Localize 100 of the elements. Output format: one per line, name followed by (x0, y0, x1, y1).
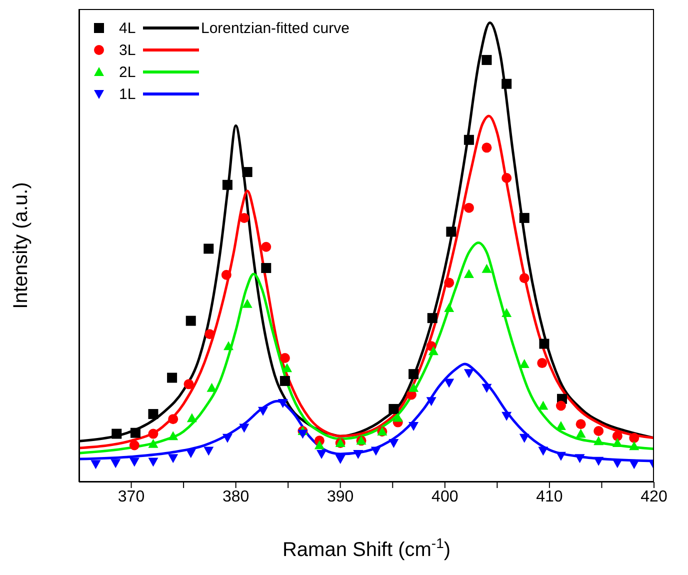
legend-label: 3L (119, 42, 137, 58)
point (427, 313, 438, 324)
x-tick-label: 390 (327, 488, 354, 506)
point (574, 454, 585, 464)
point (148, 458, 158, 467)
point (556, 452, 566, 461)
point (519, 273, 530, 284)
point (502, 172, 512, 183)
point (388, 404, 399, 414)
point (612, 438, 622, 447)
point (482, 264, 492, 273)
point (316, 450, 327, 459)
point (261, 263, 272, 273)
point (278, 399, 288, 408)
legend-label: 2L (119, 64, 137, 80)
point (186, 316, 196, 326)
point (629, 441, 640, 450)
point (556, 400, 566, 411)
point (464, 202, 474, 213)
point (629, 432, 640, 443)
point (206, 382, 217, 392)
point (148, 438, 158, 448)
point (482, 142, 492, 153)
point (482, 54, 492, 65)
point (186, 413, 197, 422)
point (537, 358, 548, 368)
point (242, 167, 252, 178)
x-tick-label: 380 (222, 488, 250, 506)
point (594, 456, 604, 466)
point (168, 431, 178, 440)
point (112, 428, 122, 439)
point (519, 212, 530, 223)
point (204, 446, 214, 456)
point (408, 382, 419, 392)
point (629, 460, 640, 470)
point (314, 440, 324, 450)
point (502, 308, 512, 318)
point (110, 459, 121, 468)
x-tick-label: 400 (432, 488, 458, 506)
point (428, 346, 438, 356)
point (556, 420, 566, 430)
point (519, 434, 530, 443)
point (353, 450, 364, 459)
legend-label: Lorentzian-fitted curve (201, 20, 350, 36)
point (612, 459, 622, 468)
point (129, 458, 140, 467)
point (258, 406, 268, 416)
point (464, 268, 474, 278)
point (444, 302, 454, 312)
point (576, 428, 586, 438)
point (148, 428, 158, 439)
point (261, 242, 272, 252)
point (239, 212, 250, 223)
point (168, 414, 178, 424)
point (538, 446, 548, 456)
point (408, 422, 419, 431)
x-axis-title: Raman Shift (cm$^{-1}$) (282, 535, 451, 561)
point (576, 419, 586, 430)
point (392, 412, 403, 422)
point (538, 400, 548, 410)
point (221, 270, 232, 280)
point (224, 341, 234, 350)
point (90, 460, 101, 470)
point (370, 446, 381, 456)
point (204, 329, 215, 340)
point (464, 369, 474, 378)
point (186, 449, 196, 458)
point (519, 358, 530, 368)
point (129, 440, 140, 450)
point (130, 428, 140, 438)
point (280, 376, 290, 386)
point (167, 372, 178, 383)
point (222, 434, 232, 443)
legend-label: 1L (119, 86, 137, 102)
point (444, 378, 454, 388)
point (335, 455, 346, 464)
point (148, 409, 158, 420)
point (222, 180, 232, 190)
point (239, 424, 250, 433)
y-axis-title: Intensity (a.u.) (10, 182, 32, 309)
point (444, 278, 454, 288)
x-tick-label: 420 (640, 488, 668, 506)
point (594, 426, 604, 436)
point (184, 379, 194, 390)
point (282, 363, 292, 372)
point (242, 298, 252, 308)
point (204, 244, 214, 254)
point (612, 431, 622, 442)
point (594, 436, 604, 446)
point (168, 454, 178, 464)
point (539, 338, 550, 349)
point (408, 369, 419, 380)
point (426, 397, 436, 406)
x-tick-label: 370 (118, 488, 145, 506)
point (446, 226, 456, 237)
point (502, 78, 512, 89)
point (280, 353, 290, 364)
legend-label: 4L (119, 20, 137, 36)
point (464, 134, 474, 145)
point (388, 438, 399, 448)
